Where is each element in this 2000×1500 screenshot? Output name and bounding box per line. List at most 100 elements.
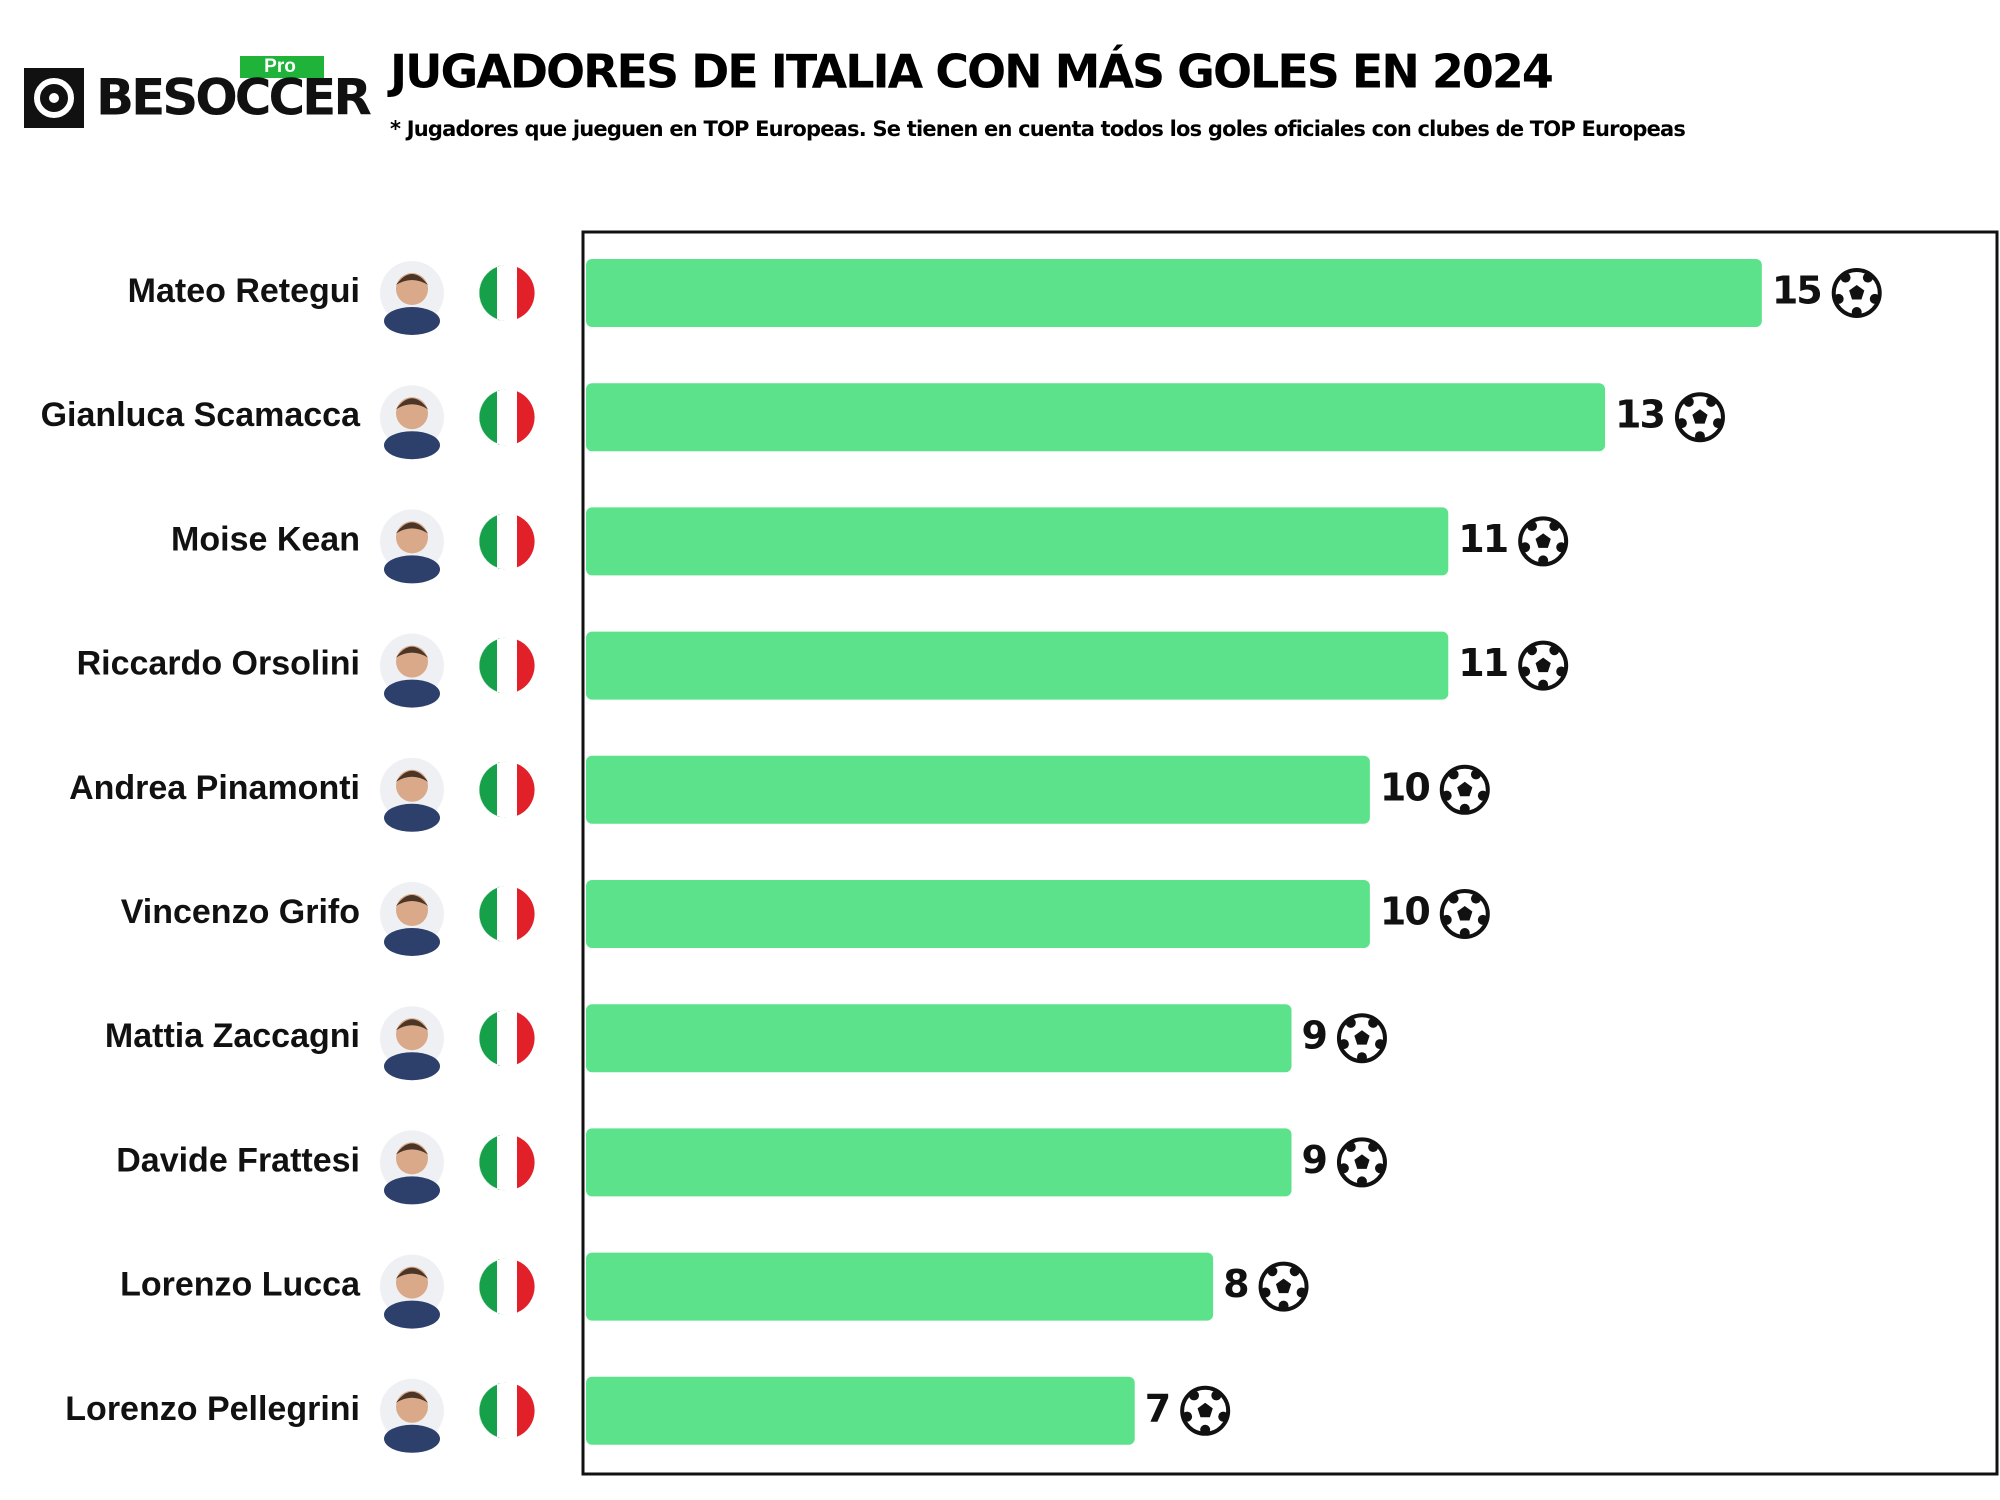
photo-body (384, 928, 440, 956)
logo-text: BESOCCER (96, 69, 371, 127)
photo-hair (396, 1143, 428, 1155)
photo-body (384, 679, 440, 708)
category-label: Lorenzo Pellegrini (65, 1390, 360, 1428)
ball-patch (1218, 1411, 1229, 1422)
ball-patch (1356, 1176, 1367, 1187)
ball-icon (1831, 268, 1882, 318)
logo-dot (49, 93, 59, 103)
flag-green (479, 1260, 497, 1313)
flag-green (479, 515, 497, 568)
category-label: Andrea Pinamonti (69, 769, 360, 807)
ball-patch (1296, 1287, 1307, 1298)
flag (479, 1010, 535, 1067)
bar (586, 1252, 1214, 1321)
photo-hair (396, 1267, 428, 1279)
ball-patch (1354, 1154, 1370, 1169)
ball-patch (1182, 1411, 1193, 1422)
ball-patch (1527, 645, 1538, 656)
photo-body (384, 1176, 440, 1205)
ball-patch (1441, 914, 1452, 925)
value-label: 7 (1145, 1386, 1169, 1430)
ball-patch (1354, 1030, 1370, 1045)
player-photo (380, 757, 444, 832)
ball-patch (1538, 679, 1549, 690)
bar (586, 1376, 1135, 1445)
ball-patch (1556, 542, 1567, 553)
logo-badge (240, 56, 324, 78)
photo-body (384, 1052, 440, 1081)
ball-icon (1674, 392, 1725, 443)
player-photo (380, 385, 444, 460)
ball-patch (1470, 769, 1481, 780)
photo-hair (396, 1391, 428, 1403)
flag-green (479, 1136, 497, 1189)
player-photo (380, 1378, 444, 1453)
flag-green (479, 888, 497, 940)
ball-patch (1448, 893, 1459, 904)
ball-patch (1197, 1402, 1213, 1418)
bar (586, 259, 1762, 327)
ball-patch (1260, 1287, 1271, 1298)
value-label: 15 (1772, 269, 1821, 313)
ball-patch (1520, 666, 1531, 677)
ball-patch (1267, 1266, 1278, 1277)
value-label: 11 (1458, 517, 1507, 561)
value-label: 13 (1615, 393, 1664, 437)
ball-icon (1439, 889, 1490, 939)
value-label: 9 (1302, 1138, 1327, 1182)
flag-red (517, 267, 535, 319)
photo-hair (396, 770, 428, 782)
flag-red (517, 515, 535, 568)
ball-patch (1706, 396, 1717, 407)
ball-patch (1448, 769, 1459, 780)
flag-green (479, 1012, 497, 1065)
flag-green (479, 267, 497, 319)
category-label: Lorenzo Lucca (120, 1266, 361, 1304)
flag-red (517, 1384, 535, 1437)
photo-body (384, 803, 440, 832)
ball-patch (1459, 928, 1470, 938)
flag (479, 1134, 535, 1191)
flag (479, 389, 535, 446)
player-photo (380, 882, 444, 956)
value-label: 10 (1380, 890, 1429, 934)
flag-red (517, 763, 535, 816)
ball-patch (1520, 542, 1531, 553)
ball-patch (1683, 396, 1694, 407)
bar (586, 755, 1370, 824)
bar (586, 1004, 1292, 1073)
ball-patch (1556, 666, 1567, 677)
logo-badge-text: Pro (264, 56, 296, 77)
photo-body (384, 1424, 440, 1453)
ball-icon (1336, 1013, 1387, 1064)
ball-patch (1851, 307, 1862, 317)
flag-red (517, 391, 535, 444)
ball-icon (1518, 516, 1569, 567)
flag-red (517, 1260, 535, 1313)
chart-subtitle: * Jugadores que jueguen en TOP Europeas.… (390, 117, 1685, 141)
photo-body (384, 555, 440, 584)
bar (586, 631, 1449, 700)
ball-patch (1549, 521, 1560, 532)
ball-patch (1356, 1052, 1367, 1063)
flag-red (517, 639, 535, 692)
ball-patch (1713, 418, 1724, 429)
photo-hair (396, 1019, 428, 1031)
flag (479, 637, 535, 694)
ball-patch (1457, 781, 1473, 797)
ball-patch (1833, 293, 1844, 304)
ball-patch (1527, 521, 1538, 532)
player-photo (380, 261, 444, 335)
category-label: Mattia Zaccagni (105, 1017, 360, 1055)
flag (479, 513, 535, 570)
ball-patch (1375, 1163, 1386, 1174)
photo-hair (396, 522, 428, 534)
ball-patch (1676, 418, 1687, 429)
ball-patch (1862, 272, 1873, 283)
value-label: 8 (1223, 1262, 1248, 1306)
flag (479, 886, 535, 942)
photo-hair (396, 895, 428, 906)
ball-patch (1275, 1278, 1292, 1294)
ball-patch (1869, 293, 1880, 304)
